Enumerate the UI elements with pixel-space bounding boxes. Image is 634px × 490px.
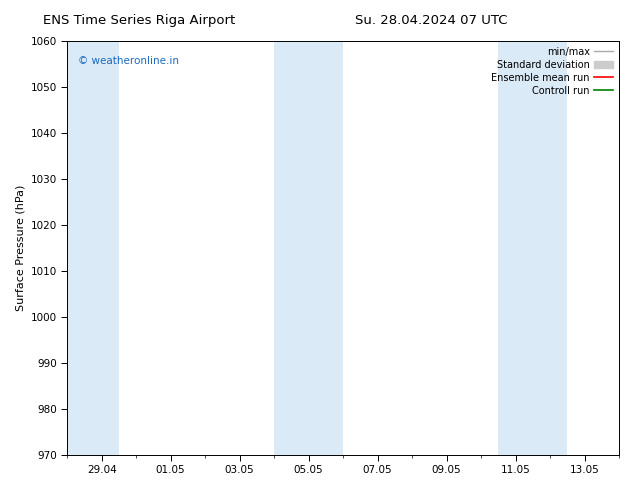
Bar [67, 41, 119, 455]
Y-axis label: Surface Pressure (hPa): Surface Pressure (hPa) [15, 185, 25, 311]
Bar [274, 41, 343, 455]
Bar [498, 41, 567, 455]
Text: Su. 28.04.2024 07 UTC: Su. 28.04.2024 07 UTC [355, 14, 507, 27]
Text: © weatheronline.in: © weatheronline.in [78, 55, 179, 66]
Text: ENS Time Series Riga Airport: ENS Time Series Riga Airport [43, 14, 236, 27]
Legend: min/max, Standard deviation, Ensemble mean run, Controll run: min/max, Standard deviation, Ensemble me… [488, 43, 617, 99]
